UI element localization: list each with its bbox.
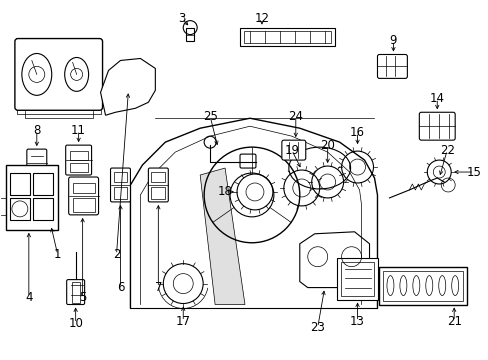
Text: 21: 21 <box>446 315 461 328</box>
Bar <box>340 262 374 296</box>
Polygon shape <box>101 58 155 115</box>
Bar <box>244 31 330 42</box>
Bar <box>151 187 165 199</box>
Text: 5: 5 <box>79 291 86 304</box>
Text: 20: 20 <box>320 139 334 152</box>
Bar <box>113 172 127 182</box>
Text: 24: 24 <box>288 110 303 123</box>
Text: 16: 16 <box>349 126 365 139</box>
Text: 22: 22 <box>439 144 454 157</box>
Text: 19: 19 <box>284 144 299 157</box>
Bar <box>240 28 334 45</box>
Bar <box>69 163 87 172</box>
Text: 13: 13 <box>349 315 364 328</box>
Polygon shape <box>200 168 244 305</box>
Text: 7: 7 <box>154 281 162 294</box>
Text: 8: 8 <box>33 124 41 137</box>
FancyBboxPatch shape <box>15 39 102 110</box>
Text: 1: 1 <box>54 248 61 261</box>
Text: 25: 25 <box>203 110 217 123</box>
Bar <box>379 267 466 305</box>
Bar <box>10 198 30 220</box>
Polygon shape <box>299 232 369 288</box>
Text: 6: 6 <box>117 281 124 294</box>
FancyBboxPatch shape <box>65 145 91 175</box>
FancyBboxPatch shape <box>66 280 84 305</box>
Bar <box>33 173 53 195</box>
Bar <box>113 187 127 199</box>
Bar <box>336 258 378 300</box>
Text: 10: 10 <box>68 317 83 330</box>
FancyBboxPatch shape <box>419 112 454 140</box>
Bar <box>33 198 53 220</box>
Bar <box>383 271 462 301</box>
Text: 18: 18 <box>217 185 232 198</box>
FancyBboxPatch shape <box>110 168 130 202</box>
Bar <box>6 165 58 230</box>
FancyBboxPatch shape <box>281 140 305 160</box>
FancyBboxPatch shape <box>27 149 47 177</box>
Bar <box>73 183 94 193</box>
Bar <box>72 282 80 302</box>
Bar <box>151 172 165 182</box>
Text: 17: 17 <box>175 315 190 328</box>
Text: 15: 15 <box>466 166 481 179</box>
FancyBboxPatch shape <box>377 54 407 78</box>
Text: 4: 4 <box>25 291 33 304</box>
Bar <box>186 28 194 41</box>
Text: 11: 11 <box>71 124 86 137</box>
Text: 14: 14 <box>429 92 444 105</box>
FancyBboxPatch shape <box>68 177 99 215</box>
Text: 12: 12 <box>254 12 269 25</box>
Bar <box>73 198 94 212</box>
Text: 23: 23 <box>310 321 325 334</box>
Bar <box>69 151 87 160</box>
Text: 9: 9 <box>389 34 396 47</box>
Text: 2: 2 <box>113 248 120 261</box>
FancyBboxPatch shape <box>148 168 168 202</box>
Bar <box>10 173 30 195</box>
Text: 3: 3 <box>178 12 185 25</box>
